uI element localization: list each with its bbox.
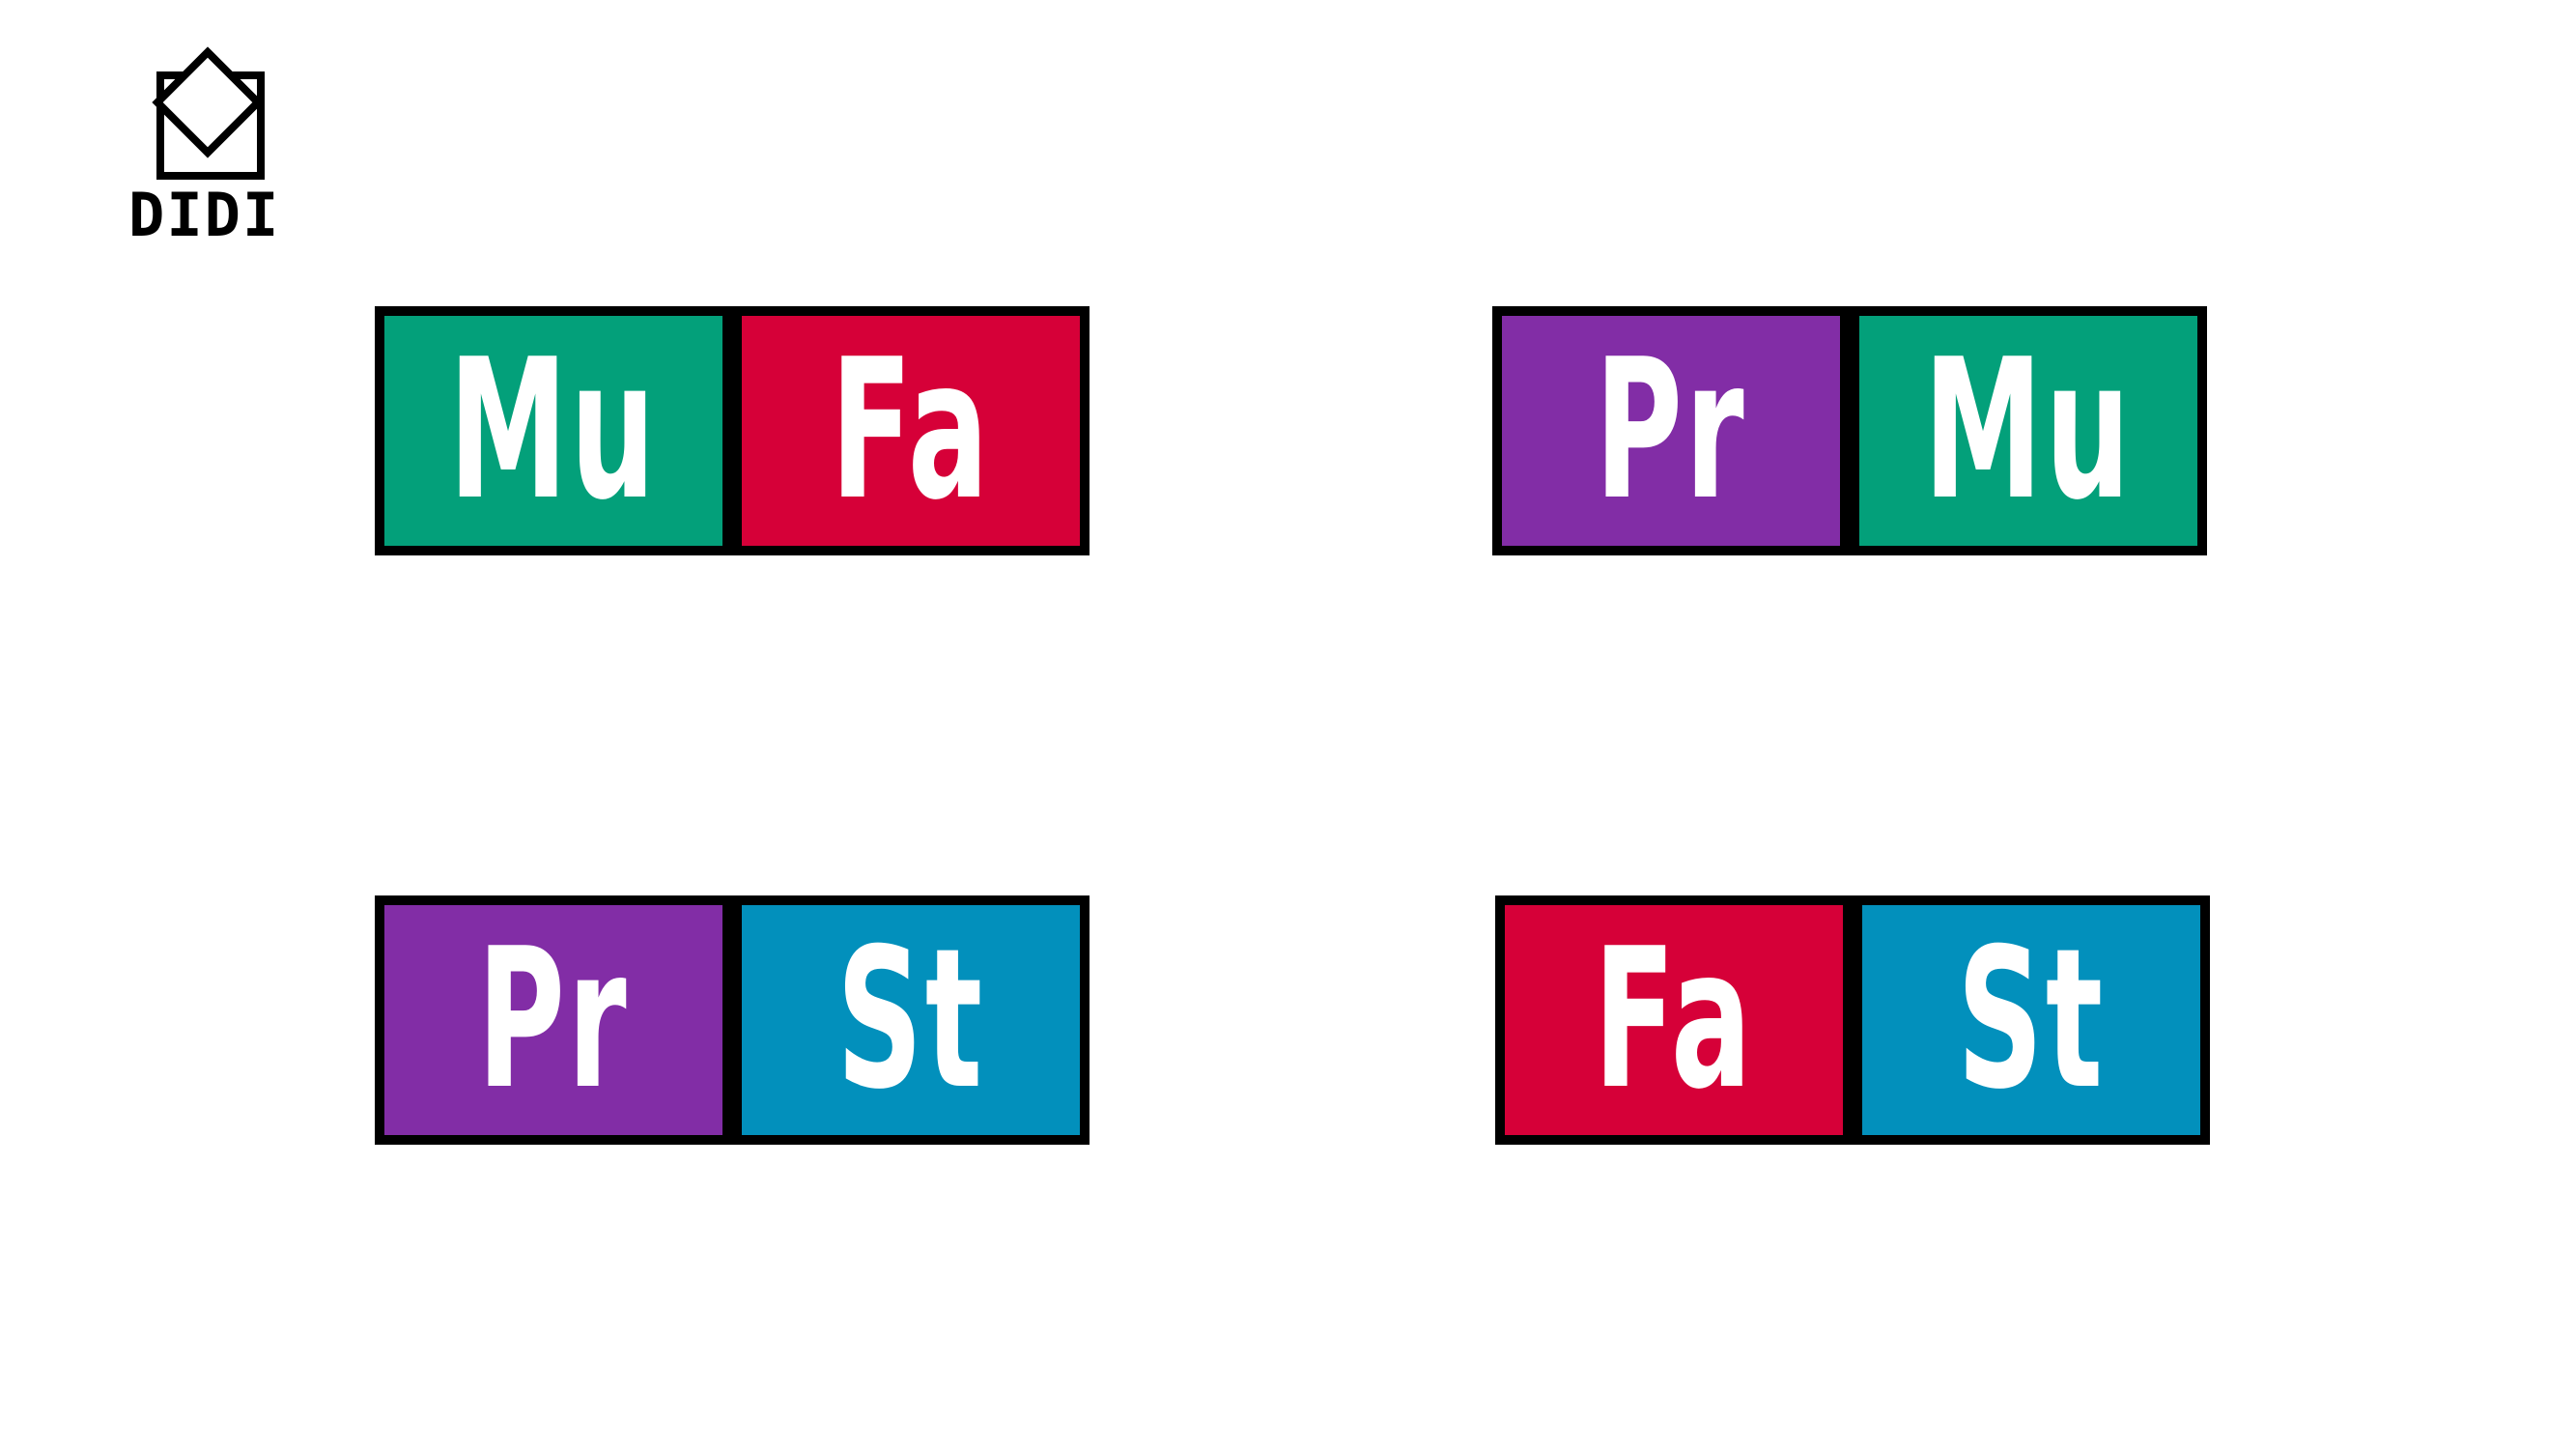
tile-label: Pr bbox=[477, 907, 630, 1132]
tile-mu: Mu bbox=[1850, 306, 2207, 555]
tile-st: St bbox=[732, 895, 1090, 1145]
tile-pr: Pr bbox=[1492, 306, 1850, 555]
tile-pair-mu-fa: Mu Fa bbox=[375, 306, 1090, 555]
tile-pr: Pr bbox=[375, 895, 732, 1145]
tile-label: St bbox=[836, 907, 985, 1132]
tile-label: Pr bbox=[1595, 318, 1747, 543]
tile-label: Fa bbox=[830, 318, 992, 543]
tile-st: St bbox=[1853, 895, 2210, 1145]
tile-pair-pr-mu: Pr Mu bbox=[1492, 306, 2207, 555]
logo-text: DIDI bbox=[128, 180, 281, 250]
tile-pair-fa-st: Fa St bbox=[1495, 895, 2210, 1145]
diamond-square-logo-icon bbox=[152, 46, 265, 180]
tile-fa: Fa bbox=[732, 306, 1090, 555]
didi-logo: DIDI bbox=[128, 46, 281, 250]
tile-pair-pr-st: Pr St bbox=[375, 895, 1090, 1145]
tile-fa: Fa bbox=[1495, 895, 1853, 1145]
tile-label: Fa bbox=[1593, 907, 1755, 1132]
tile-label: St bbox=[1957, 907, 2106, 1132]
tile-label: Mu bbox=[448, 318, 659, 543]
tile-label: Mu bbox=[1923, 318, 2134, 543]
tile-mu: Mu bbox=[375, 306, 732, 555]
